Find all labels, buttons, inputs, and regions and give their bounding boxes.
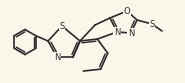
Text: S: S xyxy=(59,21,65,30)
Text: O: O xyxy=(124,6,130,16)
Text: N: N xyxy=(114,27,120,37)
Text: N: N xyxy=(128,28,134,38)
Text: S: S xyxy=(149,20,155,28)
Text: N: N xyxy=(54,53,60,62)
